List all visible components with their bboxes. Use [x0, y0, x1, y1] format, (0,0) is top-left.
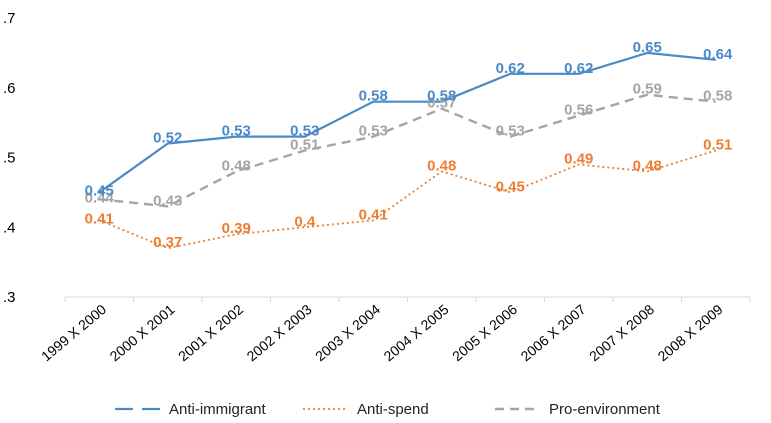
data-label: 0.51 — [703, 137, 732, 154]
y-tick-label: .5 — [3, 150, 16, 167]
legend-label: Anti-spend — [357, 401, 429, 418]
data-label: 0.58 — [427, 88, 456, 105]
x-tick-label: 2003 X 2004 — [312, 301, 383, 364]
series-line-pro-environment — [99, 93, 716, 208]
x-tick-label: 2002 X 2003 — [244, 301, 315, 364]
data-label: 0.51 — [290, 137, 319, 154]
data-label: 0.58 — [359, 88, 388, 105]
data-label: 0.64 — [703, 46, 733, 63]
y-tick-label: .3 — [3, 289, 16, 306]
data-label: 0.45 — [85, 182, 114, 199]
x-tick-label: 1999 X 2000 — [38, 301, 109, 364]
legend-item: Anti-spend — [303, 401, 429, 418]
data-label: 0.41 — [359, 206, 388, 223]
data-label: 0.62 — [496, 60, 525, 77]
data-label: 0.39 — [222, 220, 251, 237]
data-label: 0.49 — [564, 150, 593, 167]
data-label: 0.48 — [222, 157, 251, 174]
x-tick-label: 2001 X 2002 — [175, 301, 246, 364]
x-axis-tickmarks — [64, 297, 751, 302]
data-label: 0.53 — [290, 123, 319, 140]
data-label: 0.48 — [633, 157, 662, 174]
y-tick-label: .6 — [3, 80, 16, 97]
data-label: 0.53 — [496, 123, 525, 140]
data-label: 0.53 — [359, 123, 388, 140]
y-tick-label: .7 — [3, 10, 16, 27]
series-line-anti-spend — [98, 149, 717, 250]
data-label: 0.57 — [427, 95, 456, 112]
y-tick-label: .4 — [3, 219, 16, 236]
x-tick-label: 2007 X 2008 — [586, 301, 657, 364]
legend-item: Anti-immigrant — [115, 401, 267, 418]
data-label: 0.37 — [153, 234, 182, 251]
y-axis-ticks: .3 .4 .5 .6 .7 — [3, 10, 16, 306]
series-line-anti-immigrant — [98, 51, 716, 194]
legend-label: Pro-environment — [549, 401, 661, 418]
data-label: 0.53 — [222, 123, 251, 140]
x-tick-label: 2000 X 2001 — [107, 301, 178, 364]
x-tick-label: 2008 X 2009 — [655, 301, 726, 364]
x-tick-label: 2005 X 2006 — [449, 301, 520, 364]
data-label: 0.59 — [633, 81, 662, 98]
legend-label: Anti-immigrant — [169, 401, 267, 418]
x-tick-label: 2004 X 2005 — [381, 301, 452, 364]
data-label: 0.48 — [427, 157, 456, 174]
legend-item: Pro-environment — [495, 401, 661, 418]
data-label: 0.62 — [564, 60, 593, 77]
data-label: 0.52 — [153, 130, 182, 147]
data-label: 0.56 — [564, 102, 593, 119]
data-labels: 0.44 0.430.480.510.530.570.530.560.59 0.58… — [85, 39, 733, 251]
data-label: 0.58 — [703, 88, 732, 105]
data-label: 0.65 — [633, 39, 662, 56]
data-label: 0.4 — [294, 213, 316, 230]
legend: Anti-immigrant Anti-spend Pro-environment — [115, 401, 661, 418]
data-label: 0.43 — [153, 192, 182, 209]
data-label: 0.44 — [85, 189, 115, 206]
data-label: 0.41 — [85, 210, 114, 227]
x-tick-label: 2006 X 2007 — [518, 301, 589, 364]
data-label: 0.45 — [496, 178, 525, 195]
series-lines — [98, 51, 717, 250]
